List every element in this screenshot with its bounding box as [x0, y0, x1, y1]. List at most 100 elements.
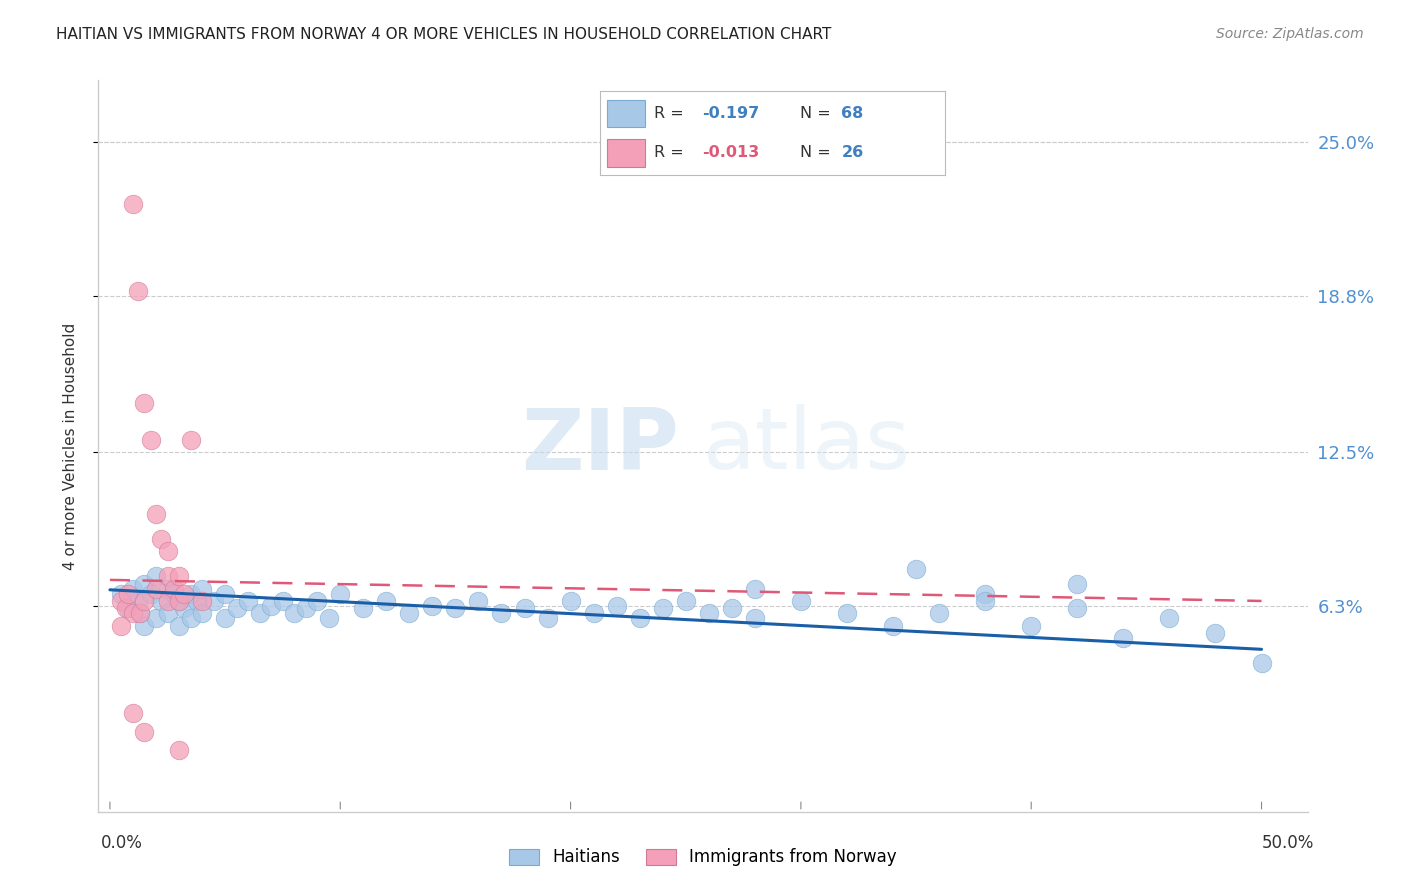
Point — [134, 395, 156, 409]
Point — [1159, 611, 1181, 625]
Point — [191, 594, 214, 608]
Point — [283, 607, 305, 621]
Point — [156, 607, 179, 621]
Point — [156, 594, 179, 608]
Point — [156, 582, 179, 596]
Point — [186, 594, 208, 608]
Point — [214, 586, 236, 600]
Point — [225, 601, 247, 615]
Text: Source: ZipAtlas.com: Source: ZipAtlas.com — [1216, 27, 1364, 41]
Point — [128, 607, 150, 621]
Point — [628, 611, 651, 625]
Text: atlas: atlas — [703, 404, 911, 488]
Point — [163, 582, 186, 596]
Point — [1019, 619, 1042, 633]
Point — [1112, 631, 1135, 645]
Text: 50.0%: 50.0% — [1263, 834, 1315, 852]
Point — [790, 594, 813, 608]
Point — [882, 619, 904, 633]
Point — [149, 532, 172, 546]
Point — [134, 576, 156, 591]
Y-axis label: 4 or more Vehicles in Household: 4 or more Vehicles in Household — [63, 322, 77, 570]
Point — [167, 594, 190, 608]
Point — [117, 601, 139, 615]
Point — [260, 599, 283, 613]
Point — [145, 582, 167, 596]
Point — [249, 607, 271, 621]
Point — [307, 594, 329, 608]
Point — [1204, 626, 1226, 640]
Point — [398, 607, 420, 621]
Point — [145, 569, 167, 583]
Point — [127, 594, 149, 608]
Point — [352, 601, 374, 615]
Point — [110, 594, 132, 608]
Text: HAITIAN VS IMMIGRANTS FROM NORWAY 4 OR MORE VEHICLES IN HOUSEHOLD CORRELATION CH: HAITIAN VS IMMIGRANTS FROM NORWAY 4 OR M… — [56, 27, 831, 42]
Point — [318, 611, 340, 625]
Point — [173, 586, 195, 600]
Point — [122, 197, 145, 211]
Point — [156, 544, 179, 558]
Point — [582, 607, 605, 621]
Point — [905, 562, 928, 576]
Point — [271, 594, 294, 608]
Point — [606, 599, 628, 613]
Point — [513, 601, 536, 615]
Point — [134, 619, 156, 633]
Point — [117, 586, 139, 600]
Point — [167, 569, 190, 583]
Point — [928, 607, 950, 621]
Point — [110, 619, 132, 633]
Point — [149, 594, 172, 608]
Legend: Haitians, Immigrants from Norway: Haitians, Immigrants from Norway — [503, 842, 903, 873]
Point — [167, 594, 190, 608]
Point — [127, 284, 149, 298]
Point — [974, 594, 997, 608]
Point — [110, 586, 132, 600]
Point — [202, 594, 225, 608]
Point — [214, 611, 236, 625]
Point — [180, 433, 202, 447]
Point — [191, 607, 214, 621]
Point — [329, 586, 352, 600]
Point — [491, 607, 513, 621]
Point — [294, 601, 316, 615]
Point — [145, 507, 167, 521]
Point — [122, 706, 145, 720]
Point — [744, 582, 766, 596]
Point — [122, 582, 145, 596]
Point — [697, 607, 720, 621]
Point — [835, 607, 858, 621]
Point — [444, 601, 467, 615]
Text: ZIP: ZIP — [522, 404, 679, 488]
Point — [536, 611, 558, 625]
Point — [974, 586, 997, 600]
Point — [1250, 656, 1272, 670]
Point — [141, 433, 163, 447]
Point — [134, 594, 156, 608]
Point — [675, 594, 697, 608]
Point — [145, 611, 167, 625]
Point — [651, 601, 673, 615]
Point — [422, 599, 444, 613]
Point — [236, 594, 259, 608]
Point — [744, 611, 766, 625]
Point — [167, 743, 190, 757]
Point — [115, 601, 138, 615]
Point — [1066, 601, 1088, 615]
Point — [156, 569, 179, 583]
Point — [167, 619, 190, 633]
Point — [122, 607, 145, 621]
Point — [128, 607, 150, 621]
Point — [141, 586, 163, 600]
Point — [720, 601, 742, 615]
Point — [173, 601, 195, 615]
Point — [191, 582, 214, 596]
Text: 0.0%: 0.0% — [101, 834, 143, 852]
Point — [134, 725, 156, 739]
Point — [1066, 576, 1088, 591]
Point — [163, 586, 186, 600]
Point — [375, 594, 398, 608]
Point — [467, 594, 489, 608]
Point — [560, 594, 582, 608]
